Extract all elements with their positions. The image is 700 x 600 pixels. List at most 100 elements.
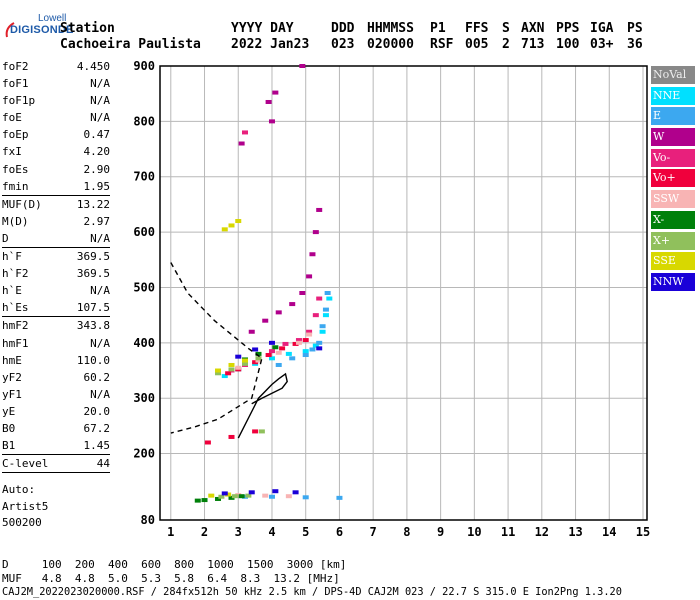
x-tick-label: 6 bbox=[336, 525, 343, 539]
echo-point bbox=[324, 291, 331, 295]
echo-point bbox=[275, 362, 282, 367]
echo-point bbox=[302, 349, 309, 354]
x-tick-label: 14 bbox=[602, 525, 616, 539]
legend-item-vo-: Vo- bbox=[651, 148, 695, 167]
echo-point bbox=[316, 207, 323, 212]
header-value-6: 2 bbox=[502, 37, 510, 52]
header-value-5: 005 bbox=[465, 37, 489, 52]
legend-item-e: E bbox=[651, 107, 695, 126]
param-row: yE 20.0 bbox=[2, 403, 110, 420]
footer-file-info: CAJ2M_2022023020000.RSF / 284fx512h 50 k… bbox=[2, 586, 622, 598]
echo-trace bbox=[215, 356, 265, 499]
echo-point bbox=[262, 318, 269, 323]
param-row: h`Es 107.5 bbox=[2, 299, 110, 316]
param-value: 67.2 bbox=[83, 421, 111, 435]
param-row: fxI 4.20 bbox=[2, 143, 110, 160]
legend-item-vo-: Vo+ bbox=[651, 169, 695, 188]
param-name: M(D) bbox=[2, 214, 29, 228]
param-divider bbox=[2, 316, 110, 318]
param-name: foEp bbox=[2, 128, 29, 142]
param-name: foEs bbox=[2, 162, 29, 176]
echo-point bbox=[245, 493, 252, 498]
y-tick-label: 500 bbox=[133, 280, 155, 294]
logo-swoosh-icon bbox=[5, 22, 15, 38]
echo-point bbox=[275, 310, 282, 315]
param-value: 107.5 bbox=[76, 301, 110, 315]
param-name: yF1 bbox=[2, 387, 22, 401]
param-name: h`F bbox=[2, 250, 22, 264]
echo-point bbox=[235, 354, 242, 359]
extrapolated-profile-line bbox=[170, 262, 263, 434]
legend-item-w: W bbox=[651, 128, 695, 147]
footer-muf-row: MUF 4.8 4.8 5.0 5.3 5.8 6.4 8.3 13.2 [MH… bbox=[2, 572, 340, 585]
echo-point bbox=[241, 130, 248, 135]
header-label-1: YYYY DAY bbox=[231, 21, 294, 36]
param-name: yF2 bbox=[2, 370, 22, 384]
echo-point bbox=[258, 429, 265, 434]
echo-point bbox=[252, 429, 259, 434]
x-tick-label: 5 bbox=[302, 525, 309, 539]
legend-item-x-: X- bbox=[651, 210, 695, 229]
param-value: 369.5 bbox=[76, 267, 110, 281]
param-value: 4.450 bbox=[76, 60, 110, 73]
param-divider bbox=[2, 454, 110, 456]
echo-point bbox=[241, 494, 248, 499]
header-label-7: AXN bbox=[521, 21, 545, 36]
param-name: h`E bbox=[2, 284, 22, 298]
header-value-10: 36 bbox=[627, 37, 643, 52]
param-value: 1.45 bbox=[83, 439, 111, 453]
param-row: h`E N/A bbox=[2, 282, 110, 299]
echo-point bbox=[319, 324, 326, 329]
echo-point bbox=[292, 490, 299, 495]
param-value: 369.5 bbox=[76, 250, 110, 264]
echo-point bbox=[194, 498, 201, 503]
echo-point bbox=[306, 332, 313, 337]
param-divider bbox=[2, 472, 110, 474]
footer-distance-row: D 100 200 400 600 800 1000 1500 3000 [km… bbox=[2, 558, 347, 571]
header-value-1: 2022 Jan23 bbox=[231, 37, 310, 52]
header-value-4: RSF bbox=[430, 37, 454, 52]
echo-point bbox=[285, 351, 292, 356]
echo-point bbox=[316, 296, 323, 301]
echo-point bbox=[272, 90, 279, 95]
y-tick-label: 300 bbox=[133, 391, 155, 405]
echo-point bbox=[215, 371, 222, 376]
param-row: h`F 369.5 bbox=[2, 248, 110, 265]
x-tick-label: 8 bbox=[403, 525, 410, 539]
param-name: B1 bbox=[2, 439, 16, 453]
echo-trace bbox=[208, 219, 248, 498]
param-value: 0.47 bbox=[83, 128, 111, 142]
echo-point bbox=[255, 356, 262, 361]
param-name: MUF(D) bbox=[2, 197, 42, 211]
echo-point bbox=[252, 347, 259, 352]
x-tick-label: 12 bbox=[535, 525, 549, 539]
echo-point bbox=[235, 493, 242, 498]
echo-point bbox=[221, 491, 228, 496]
param-value: N/A bbox=[90, 284, 110, 298]
echo-point bbox=[299, 291, 306, 295]
x-tick-label: 1 bbox=[167, 525, 174, 539]
echo-point bbox=[265, 99, 272, 104]
echo-point bbox=[225, 492, 232, 497]
echo-point bbox=[228, 434, 235, 439]
echo-point bbox=[272, 345, 279, 350]
echo-point bbox=[255, 358, 262, 363]
echo-point bbox=[268, 494, 275, 499]
param-value: 13.22 bbox=[76, 197, 110, 211]
echo-point bbox=[295, 340, 302, 345]
echo-point bbox=[309, 347, 316, 352]
param-value: N/A bbox=[90, 111, 110, 125]
param-name: foF1p bbox=[2, 94, 36, 108]
param-name: C-level bbox=[2, 457, 49, 471]
echo-point bbox=[268, 119, 275, 124]
y-tick-label: 800 bbox=[133, 114, 155, 128]
header-value-9: 03+ bbox=[590, 37, 614, 52]
echo-point bbox=[322, 313, 329, 318]
legend-item-nnw: NNW bbox=[651, 272, 695, 291]
header-label-3: HHMMSS bbox=[367, 21, 414, 36]
param-value: N/A bbox=[90, 231, 110, 245]
echo-point bbox=[201, 498, 208, 503]
y-tick-label: 900 bbox=[133, 59, 155, 73]
echo-point bbox=[228, 362, 235, 367]
